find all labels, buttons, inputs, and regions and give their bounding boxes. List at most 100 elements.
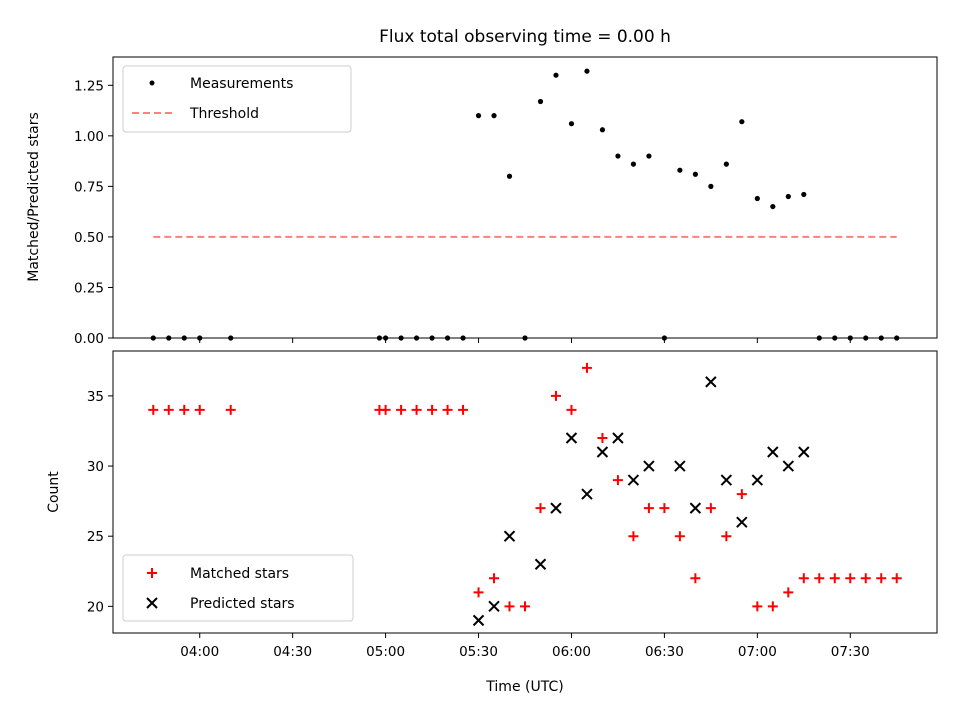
matched-stars-point — [148, 404, 159, 415]
y-tick-label: 25 — [87, 529, 104, 545]
matched-stars-point — [535, 503, 546, 514]
bottom-y-axis-label: Count — [46, 471, 62, 513]
bottom-panel: Count Time (UTC) 20 25 30 35 04:00 04:30 05:0… — [46, 350, 938, 695]
measurement-point — [181, 335, 187, 341]
measurement-point — [739, 119, 745, 125]
matched-stars-point — [458, 404, 469, 415]
predicted-stars-point — [472, 614, 485, 627]
measurement-point — [770, 203, 776, 210]
measurement-point — [506, 173, 513, 179]
predicted-stars-point — [550, 502, 562, 514]
predicted-stars-point — [565, 432, 578, 444]
y-tick-label: 0.00 — [74, 331, 104, 347]
predicted-stars-point — [705, 376, 717, 388]
measurement-point — [522, 335, 528, 341]
matched-stars-point — [752, 601, 763, 612]
measurement-point — [584, 68, 590, 74]
measurement-point — [599, 127, 606, 133]
matched-stars-point — [798, 573, 809, 584]
measurement-point — [475, 113, 482, 119]
bottom-legend-box — [122, 554, 354, 622]
matched-stars-point — [891, 573, 902, 584]
matched-stars-point — [473, 587, 484, 598]
matched-stars-point — [489, 573, 500, 584]
matched-stars-point — [736, 489, 747, 500]
y-tick-label: 1.25 — [74, 78, 104, 94]
matched-stars-point — [179, 404, 190, 415]
measurement-point — [863, 335, 869, 341]
measurement-point — [878, 335, 884, 341]
matched-stars-point — [612, 475, 623, 486]
matched-stars-point — [396, 404, 407, 415]
top-legend: Measurements Threshold — [122, 65, 352, 133]
y-tick-label: 1.00 — [74, 129, 104, 145]
matched-stars-point — [829, 573, 840, 584]
matched-stars-point — [566, 404, 577, 415]
matched-stars-point — [380, 404, 391, 415]
measurement-point — [646, 153, 652, 159]
matched-stars-point — [550, 390, 561, 401]
legend-marker-predicted-stars — [146, 597, 158, 609]
matched-stars-point — [427, 404, 438, 415]
y-tick-label: 0.50 — [74, 230, 104, 246]
predicted-stars-point — [782, 460, 795, 472]
measurement-point — [491, 113, 497, 119]
top-y-axis-label: Matched/Predicted stars — [26, 112, 42, 282]
measurement-point — [677, 167, 683, 173]
matched-stars-point — [442, 404, 453, 415]
x-tick-label: 05:30 — [459, 644, 498, 660]
measurement-point — [723, 161, 729, 167]
matched-stars-point — [860, 573, 871, 584]
measurement-point — [894, 335, 900, 341]
predicted-stars-point — [581, 488, 593, 500]
top-legend-box — [122, 65, 352, 133]
matched-stars-point — [674, 531, 685, 542]
measurement-point — [460, 335, 466, 341]
measurement-point — [413, 335, 420, 341]
matched-stars-point — [876, 573, 887, 584]
measurement-point — [785, 193, 791, 200]
measurement-point — [754, 195, 760, 202]
predicted-stars-point — [627, 474, 640, 486]
predicted-stars-point — [596, 446, 609, 458]
legend-label-measurements: Measurements — [190, 76, 293, 92]
measurement-point — [708, 183, 714, 189]
bottom-x-ticks: 04:00 04:30 05:00 05:30 06:00 06:30 07:00 07:30 — [180, 633, 870, 660]
x-tick-label: 04:00 — [180, 644, 219, 660]
x-tick-label: 04:30 — [273, 644, 312, 660]
matched-stars-point — [705, 503, 716, 514]
predicted-stars-point — [798, 446, 810, 458]
predicted-stars-point — [534, 558, 547, 570]
measurement-point — [615, 153, 621, 159]
predicted-stars-point — [643, 460, 655, 472]
x-tick-label: 06:30 — [645, 644, 684, 660]
measurement-point — [383, 335, 389, 341]
matched-stars-point — [845, 573, 856, 584]
predicted-stars-point — [612, 432, 624, 444]
matched-stars-point — [659, 503, 670, 514]
matched-stars-point — [721, 531, 732, 542]
matched-stars-point — [783, 587, 794, 598]
y-tick-label: 0.75 — [74, 179, 104, 195]
chart-title: Flux total observing time = 0.00 h — [379, 27, 671, 47]
matched-stars-point — [194, 404, 205, 415]
legend-label-matched-stars: Matched stars — [190, 566, 289, 582]
top-data-marks — [150, 68, 900, 341]
y-tick-label: 30 — [87, 459, 104, 475]
predicted-stars-point — [674, 460, 686, 472]
legend-marker-measurements — [149, 80, 155, 86]
measurement-point — [801, 191, 807, 198]
y-tick-label: 20 — [87, 599, 104, 615]
matched-stars-point — [767, 601, 778, 612]
x-tick-label: 06:00 — [552, 644, 591, 660]
measurement-point — [832, 335, 838, 341]
measurement-point — [444, 335, 451, 341]
matched-stars-point — [520, 601, 530, 612]
measurement-point — [553, 72, 559, 78]
measurement-point — [568, 121, 575, 127]
x-tick-label: 07:00 — [738, 644, 777, 660]
measurement-point — [816, 335, 822, 341]
measurement-point — [376, 335, 383, 341]
measurement-point — [847, 335, 853, 341]
predicted-stars-point — [767, 446, 779, 458]
